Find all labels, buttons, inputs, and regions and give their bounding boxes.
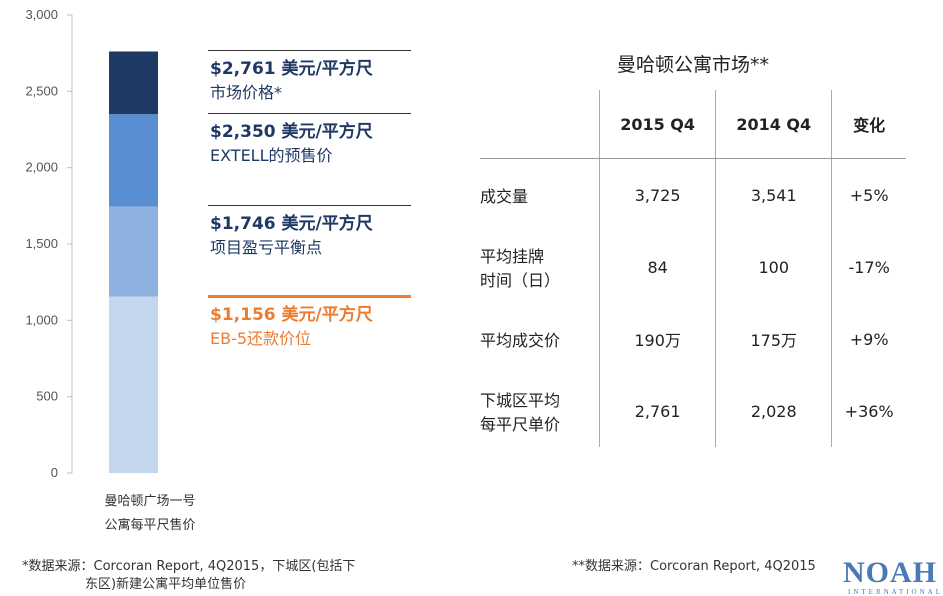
row-label-line: 平均挂牌 bbox=[480, 247, 545, 266]
table-cell: 3,541 bbox=[715, 158, 832, 231]
table-row: 下城区平均每平尺单价 2,761 2,028 +36% bbox=[480, 375, 906, 447]
stacked-bar-chart: 0 500 1,000 1,500 2,000 2,500 3,000 曼哈顿广场一号公寓每… bbox=[25, 7, 195, 533]
row-label: 下城区平均每平尺单价 bbox=[480, 375, 600, 447]
header-cell-2014q4: 2014 Q4 bbox=[715, 90, 832, 159]
row-label-line: 时间（日） bbox=[480, 271, 561, 290]
table-cell: +36% bbox=[831, 375, 906, 447]
footnote-left-line2: 东区)新建公寓平均单位售价 bbox=[85, 577, 247, 592]
annotation-price-breakeven: $1,746 美元/平方尺 bbox=[210, 214, 373, 235]
annotation-line-eb5 bbox=[208, 294, 411, 298]
table-cell: 2,761 bbox=[599, 375, 716, 447]
annotation-price-market: $2,761 美元/平方尺 bbox=[210, 59, 373, 80]
table-cell: -17% bbox=[831, 231, 906, 303]
category-label-line: 公寓每平尺售价 bbox=[104, 517, 195, 533]
annotation-label-eb5: EB-5还款价位 bbox=[210, 328, 312, 348]
annotation-line-extell bbox=[208, 113, 411, 115]
table-row: 平均成交价 190万 175万 +9% bbox=[480, 303, 906, 375]
y-tick-label: 1,000 bbox=[25, 312, 58, 327]
row-label-line: 下城区平均 bbox=[480, 391, 561, 410]
annotation-line-market bbox=[208, 50, 411, 52]
y-tick-label: 1,500 bbox=[25, 236, 58, 251]
y-tick-label: 0 bbox=[51, 465, 58, 480]
annotation-label-extell: EXTELL的预售价 bbox=[210, 146, 333, 166]
header-cell-2015q4: 2015 Q4 bbox=[599, 90, 716, 159]
row-label-line: 平均成交价 bbox=[480, 331, 561, 350]
table-cell: +5% bbox=[831, 158, 906, 231]
row-label-line: 成交量 bbox=[480, 187, 529, 206]
bar-segment-4 bbox=[109, 51, 158, 115]
table-cell: 2,028 bbox=[715, 375, 832, 447]
table-row: 成交量 3,725 3,541 +5% bbox=[480, 158, 906, 232]
market-table: 2015 Q4 2014 Q4 变化 成交量 3,725 3,541 +5% 平… bbox=[480, 90, 906, 447]
annotation-price-extell: $2,350 美元/平方尺 bbox=[210, 122, 373, 143]
row-label: 平均挂牌时间（日） bbox=[480, 231, 600, 303]
noah-logo-subtext: INTERNATIONAL bbox=[848, 588, 943, 596]
table-row: 平均挂牌时间（日） 84 100 -17% bbox=[480, 231, 906, 303]
header-cell-empty bbox=[480, 90, 600, 159]
y-axis: 0 500 1,000 1,500 2,000 2,500 3,000 bbox=[25, 7, 73, 480]
table-title: 曼哈顿公寓市场** bbox=[616, 54, 769, 76]
row-label: 成交量 bbox=[480, 159, 600, 232]
table-cell: 100 bbox=[715, 231, 832, 303]
table-cell: 175万 bbox=[715, 303, 832, 375]
table-header-row: 2015 Q4 2014 Q4 变化 bbox=[480, 90, 906, 159]
row-label-line: 每平尺单价 bbox=[480, 415, 561, 434]
category-label-line: 曼哈顿广场一号 bbox=[104, 494, 195, 509]
annotation-label-breakeven: 项目盈亏平衡点 bbox=[210, 238, 323, 258]
annotation-line-breakeven bbox=[208, 205, 411, 207]
bar-segments bbox=[109, 51, 158, 473]
y-tick-label: 500 bbox=[36, 389, 58, 404]
bar-segment-2 bbox=[109, 206, 158, 297]
table-cell: +9% bbox=[831, 303, 906, 375]
annotation-price-eb5: $1,156 美元/平方尺 bbox=[210, 304, 373, 325]
table-cell: 84 bbox=[599, 231, 716, 303]
table-cell: 3,725 bbox=[599, 158, 716, 231]
footnote-right: **数据来源：Corcoran Report, 4Q2015 bbox=[572, 559, 816, 574]
y-tick-label: 3,000 bbox=[25, 7, 58, 22]
header-cell-change: 变化 bbox=[831, 90, 906, 159]
y-tick-label: 2,500 bbox=[25, 83, 58, 98]
row-label: 平均成交价 bbox=[480, 303, 600, 375]
y-tick-label: 2,000 bbox=[25, 160, 58, 175]
bar-segment-1 bbox=[109, 296, 158, 473]
bar-segment-3 bbox=[109, 114, 158, 207]
annotation-label-market: 市场价格* bbox=[210, 83, 283, 103]
noah-logo: NOAH bbox=[843, 556, 937, 589]
table-cell: 190万 bbox=[599, 303, 716, 375]
footnote-left-line1: *数据来源：Corcoran Report, 4Q2015，下城区(包括下 bbox=[22, 559, 356, 574]
